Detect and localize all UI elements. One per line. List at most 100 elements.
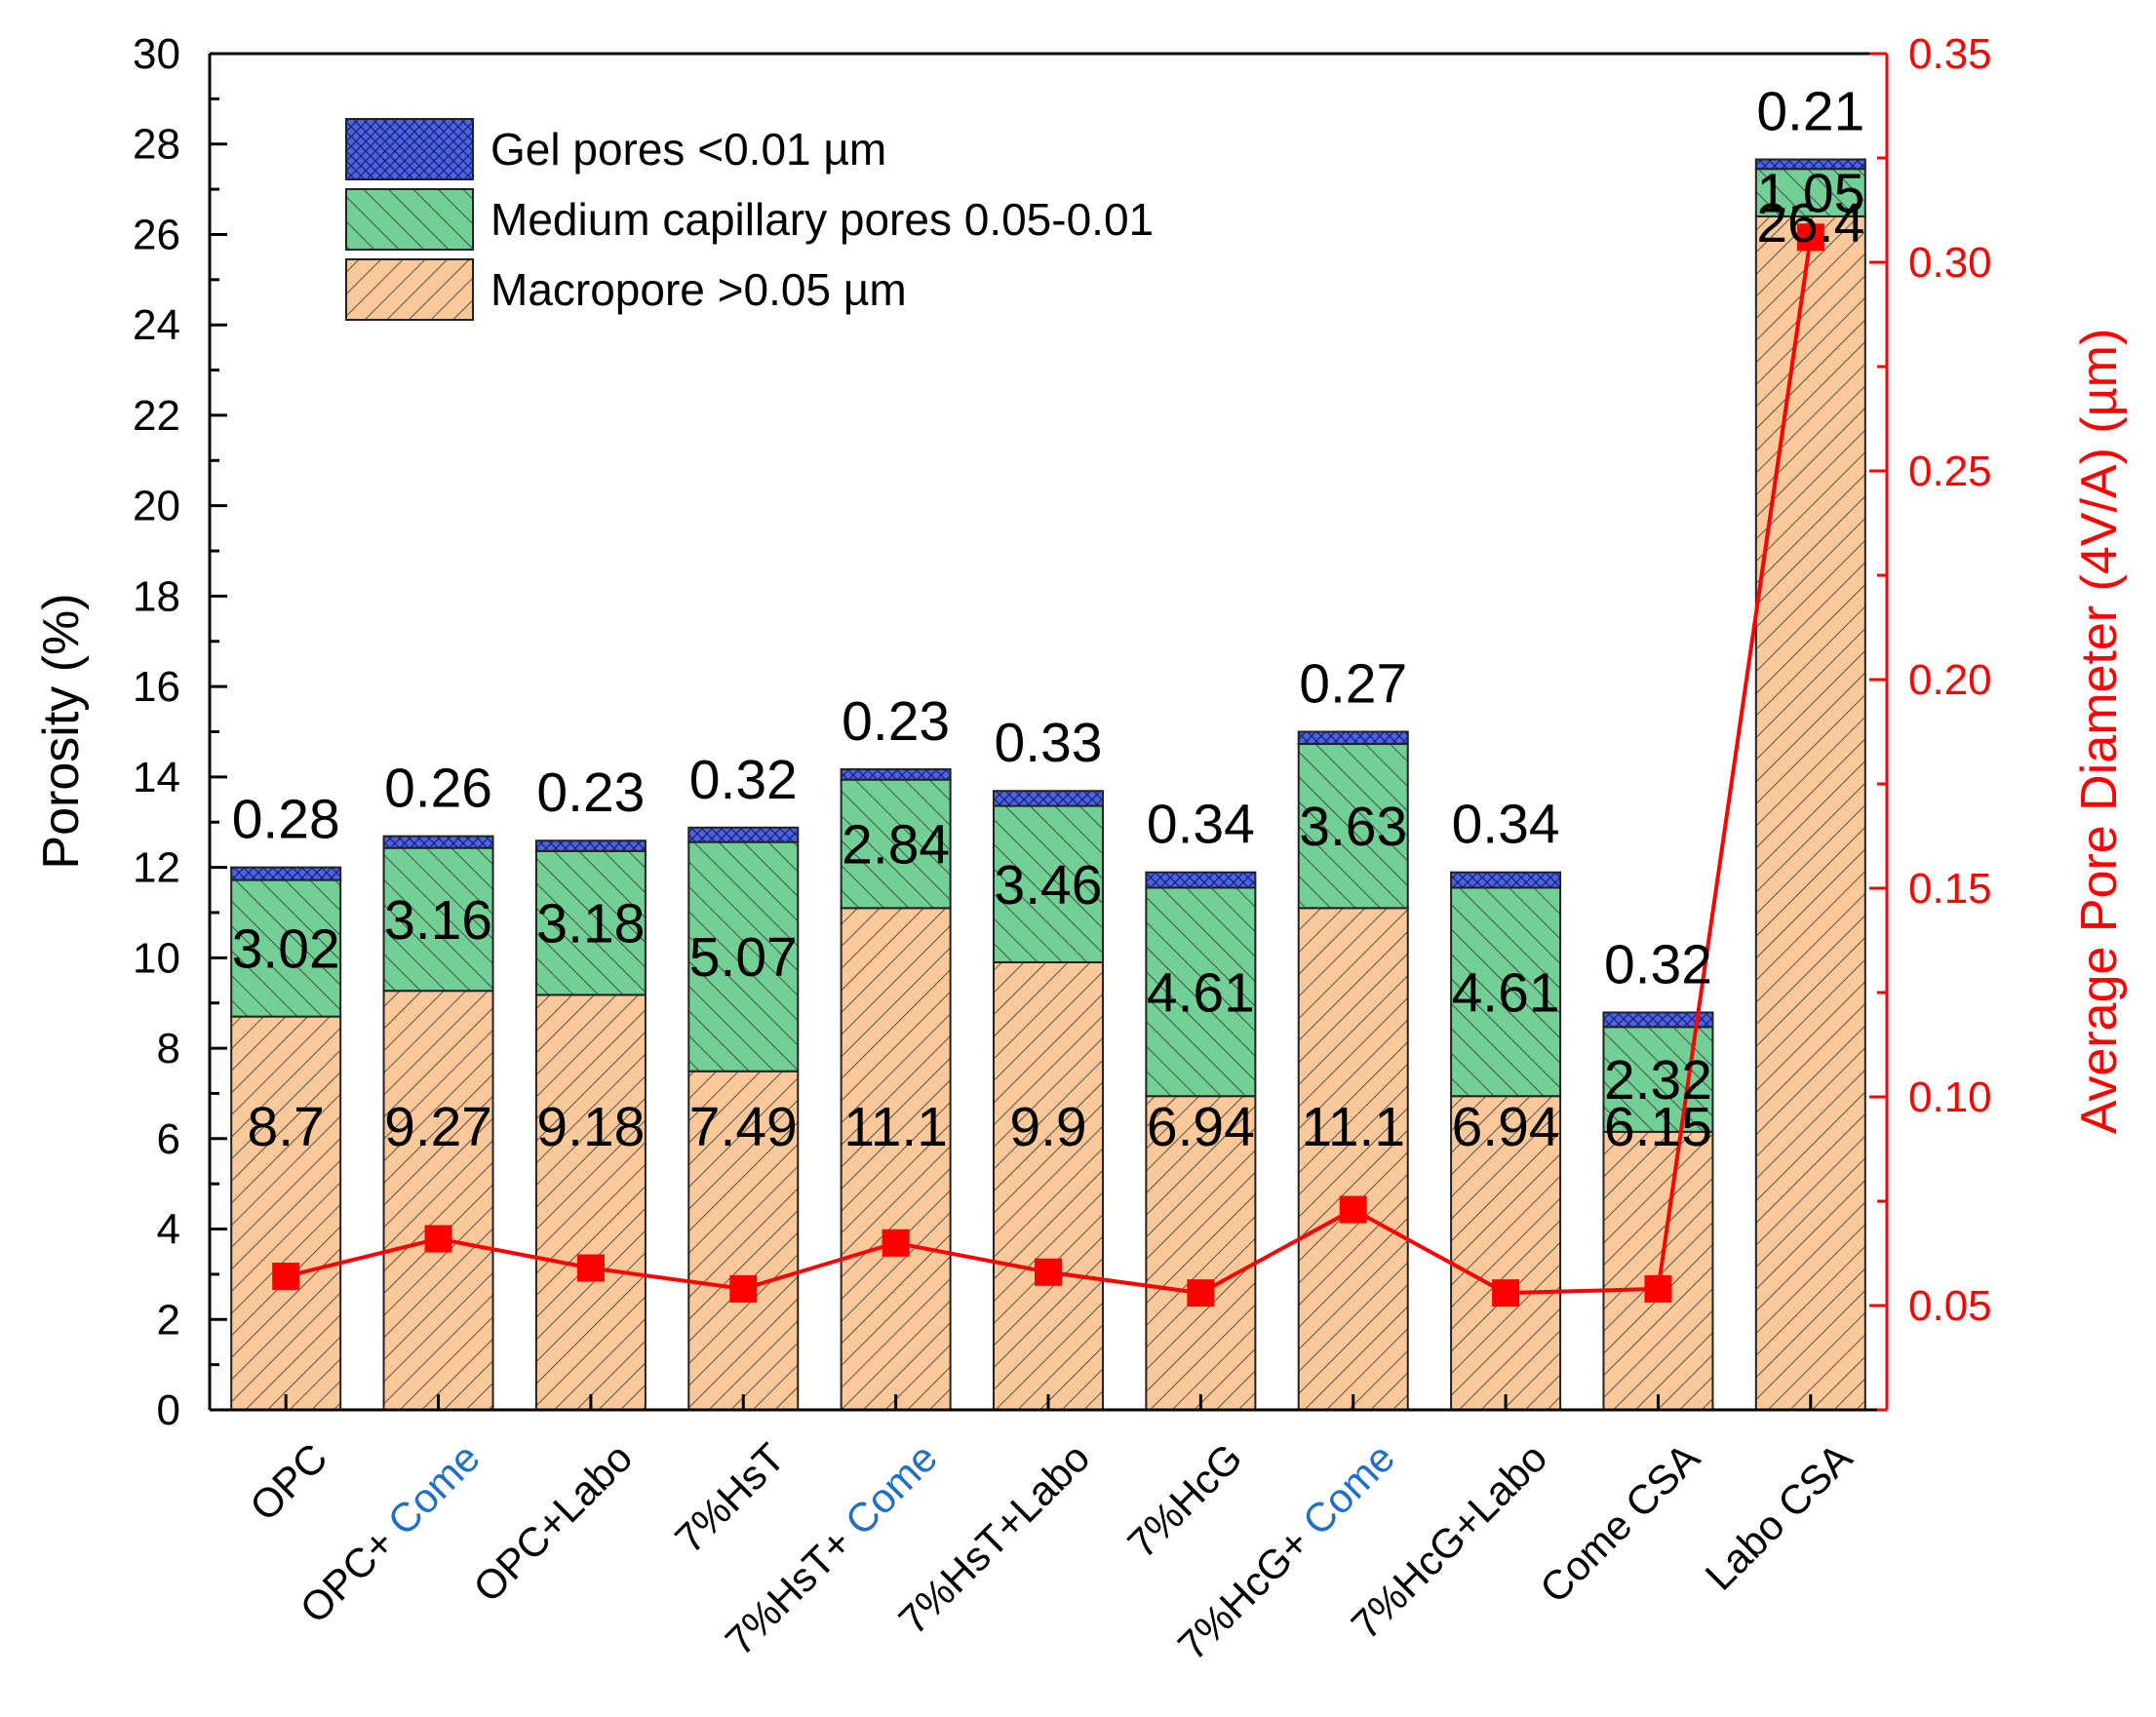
bar-macropore [382,990,494,1412]
data-label-macropore: 7.49 [689,1096,798,1158]
data-label-gel-pore: 0.27 [1299,653,1407,716]
category-label-text: 7%HcG [1118,1434,1251,1567]
data-label-medium-capillary: 3.16 [384,889,492,952]
left-tick-label: 10 [133,934,180,982]
left-tick-label: 0 [157,1386,180,1434]
bar-macropore [534,994,647,1411]
category-label-highlight: Come [1294,1434,1403,1543]
data-label-macropore: 8.7 [248,1096,325,1158]
category-label-text: Come CSA [1531,1434,1708,1612]
bar-gel-pore [230,866,342,881]
bar-gel-pore [1145,871,1257,889]
category-label: OPC [241,1434,336,1530]
bar-macropore [1602,1130,1714,1411]
data-label-medium-capillary: 3.46 [995,854,1103,917]
average-pore-diameter-point [576,1254,605,1282]
right-tick-label: 0.30 [1908,239,1992,287]
average-pore-diameter-point [424,1225,452,1253]
data-label-gel-pore: 0.33 [995,712,1103,774]
bar-macropore [1754,215,1866,1411]
bar-medium-capillary [1297,743,1409,910]
legend-swatch-macropore [345,258,474,321]
data-label-medium-capillary: 2.32 [1604,1049,1712,1112]
left-tick-label: 26 [133,211,180,258]
bar-medium-capillary [687,840,800,1073]
bar-macropore [840,907,952,1411]
data-label-gel-pore: 0.32 [1604,933,1712,995]
category-label: Come CSA [1531,1434,1708,1612]
data-label-gel-pore: 0.28 [232,789,340,851]
data-label-gel-pore: 0.34 [1452,794,1560,856]
data-label-medium-capillary: 4.61 [1147,961,1255,1024]
data-label-gel-pore: 0.21 [1756,80,1864,142]
data-label-medium-capillary: 5.07 [689,926,798,989]
legend-label-gel-pore: Gel pores <0.01 µm [490,124,886,175]
data-label-gel-pore: 0.23 [536,761,645,824]
legend-swatch-medium-capillary [345,188,474,251]
data-label-macropore: 6.94 [1147,1096,1255,1158]
data-label-macropore: 11.1 [843,1096,948,1158]
bar-macropore [1297,907,1409,1411]
data-label-medium-capillary: 3.02 [232,918,340,981]
bar-gel-pore [534,839,647,852]
bar-gel-pore [840,767,952,781]
category-label-text: OPC+ [291,1511,411,1631]
bar-gel-pore [687,826,800,843]
data-label-medium-capillary: 1.05 [1756,163,1864,225]
average-pore-diameter-point [1796,223,1824,252]
left-axis-title: Porosity (%) [33,593,90,869]
data-label-macropore: 26.4 [1756,192,1864,254]
bar-macropore [1450,1095,1562,1411]
bar-gel-pore [1450,871,1562,889]
data-label-gel-pore: 0.34 [1147,794,1255,856]
left-tick-label: 12 [133,844,180,892]
data-label-macropore: 6.15 [1604,1096,1712,1158]
left-tick-label: 14 [133,754,180,801]
bar-medium-capillary [382,846,494,993]
data-label-medium-capillary: 2.84 [842,813,950,876]
data-label-gel-pore: 0.23 [842,690,950,753]
average-pore-diameter-point [1339,1195,1367,1224]
right-tick-label: 0.35 [1908,30,1992,78]
data-label-gel-pore: 0.32 [689,749,798,811]
bar-macropore [1145,1095,1257,1411]
bar-gel-pore [993,790,1104,807]
data-label-macropore: 6.94 [1452,1096,1560,1158]
bar-gel-pore [1297,730,1409,746]
bar-macropore [993,960,1104,1411]
left-tick-label: 20 [133,483,180,530]
average-pore-diameter-point [1492,1279,1520,1307]
legend-label-medium-capillary: Medium capillary pores 0.05-0.01 [490,194,1154,245]
average-pore-diameter-point [272,1263,300,1291]
bar-medium-capillary [993,804,1104,963]
left-tick-label: 24 [133,301,180,349]
category-label: OPC+Labo [464,1434,641,1611]
category-label-highlight: Come [837,1434,946,1543]
right-tick-label: 0.10 [1908,1073,1992,1121]
left-tick-label: 4 [157,1206,180,1254]
average-pore-diameter-point [1035,1258,1062,1286]
left-tick-label: 2 [157,1296,180,1344]
left-tick-label: 28 [133,121,180,169]
category-label-text: 7%HsT+ [717,1511,869,1663]
bar-gel-pore [1602,1011,1714,1029]
legend-swatch-gel-pore [345,118,474,180]
average-pore-diameter-point [1187,1279,1215,1307]
bar-gel-pore [1754,158,1866,171]
data-label-medium-capillary: 3.63 [1299,796,1407,858]
right-tick-label: 0.15 [1908,865,1992,913]
bar-medium-capillary [1450,886,1562,1098]
data-label-macropore: 9.18 [536,1096,645,1158]
right-tick-label: 0.25 [1908,448,1992,495]
left-tick-label: 16 [133,663,180,711]
left-tick-label: 6 [157,1115,180,1163]
legend-label-macropore: Macropore >0.05 µm [490,264,907,315]
average-pore-diameter-point [882,1229,910,1257]
right-tick-label: 0.20 [1908,656,1992,704]
bar-gel-pore [382,835,494,849]
data-label-macropore: 9.9 [1009,1096,1086,1158]
category-label: 7%HcG [1118,1434,1251,1567]
bar-medium-capillary [230,878,342,1018]
bar-macropore [230,1015,342,1411]
